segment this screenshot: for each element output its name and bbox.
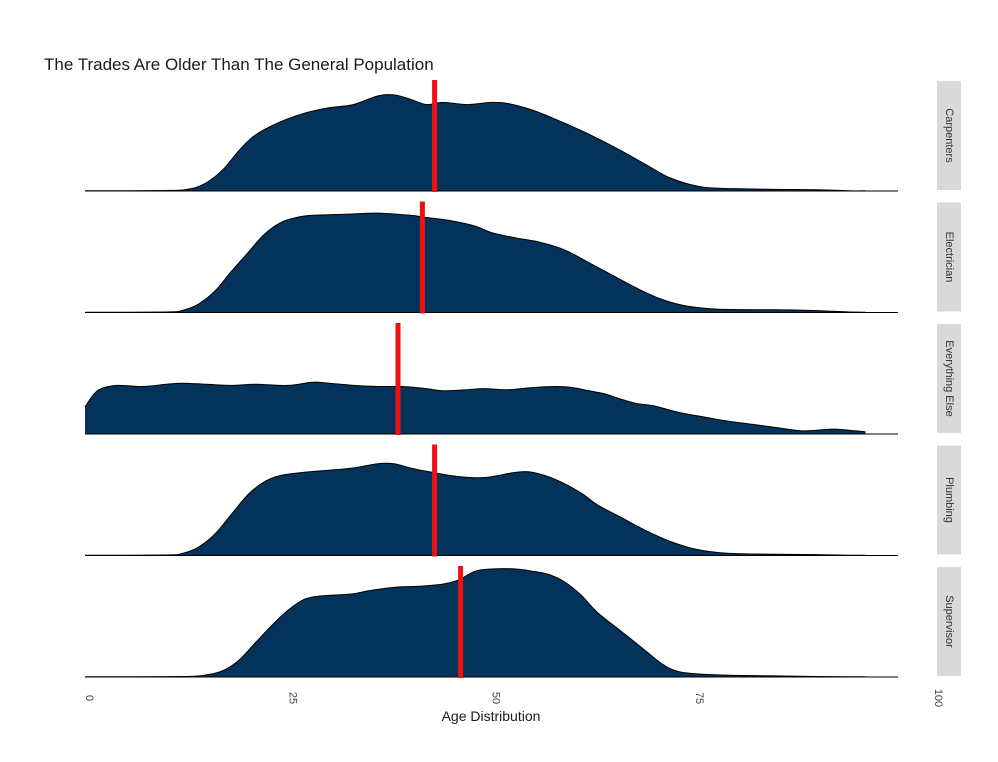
strip-everything-else xyxy=(937,324,961,433)
strip-plumbing xyxy=(937,445,961,555)
strip-label-electrician: Electrician xyxy=(943,232,955,283)
x-tick-label: 75 xyxy=(693,692,705,704)
density-outline-everything-else xyxy=(84,381,866,433)
x-axis: 0 25 50 75 100 xyxy=(83,689,944,707)
strip-carpenters xyxy=(937,81,961,190)
density-area-everything-else xyxy=(85,382,866,434)
panel-everything-else: Everything Else xyxy=(84,323,961,435)
x-axis-title: Age Distribution xyxy=(442,708,541,724)
x-tick-label: 0 xyxy=(83,695,95,701)
strip-supervisor xyxy=(937,567,961,676)
strip-label-supervisor: Supervisor xyxy=(943,595,955,648)
x-tick-label: 100 xyxy=(932,689,944,707)
density-area-supervisor xyxy=(85,568,866,677)
density-area-electrician xyxy=(85,213,866,313)
strip-label-everything-else: Everything Else xyxy=(943,340,955,416)
panels-layer: Carpenters Electrician Everything Else Plum… xyxy=(84,80,961,678)
chart-title: The Trades Are Older Than The General Po… xyxy=(44,55,434,74)
x-tick-label: 50 xyxy=(490,692,502,704)
panel-carpenters: Carpenters xyxy=(84,80,961,192)
strip-electrician xyxy=(937,202,961,312)
density-outline-supervisor xyxy=(84,568,866,678)
panel-electrician: Electrician xyxy=(84,201,961,314)
density-area-plumbing xyxy=(85,463,866,556)
panel-supervisor: Supervisor xyxy=(84,566,961,678)
density-area-carpenters xyxy=(85,94,866,191)
panel-plumbing: Plumbing xyxy=(84,444,961,557)
density-outline-carpenters xyxy=(84,94,866,192)
density-outline-electrician xyxy=(84,212,866,313)
density-outline-plumbing xyxy=(84,462,866,556)
x-tick-label: 25 xyxy=(286,692,298,704)
strip-label-carpenters: Carpenters xyxy=(943,108,955,163)
strip-label-plumbing: Plumbing xyxy=(943,477,955,523)
